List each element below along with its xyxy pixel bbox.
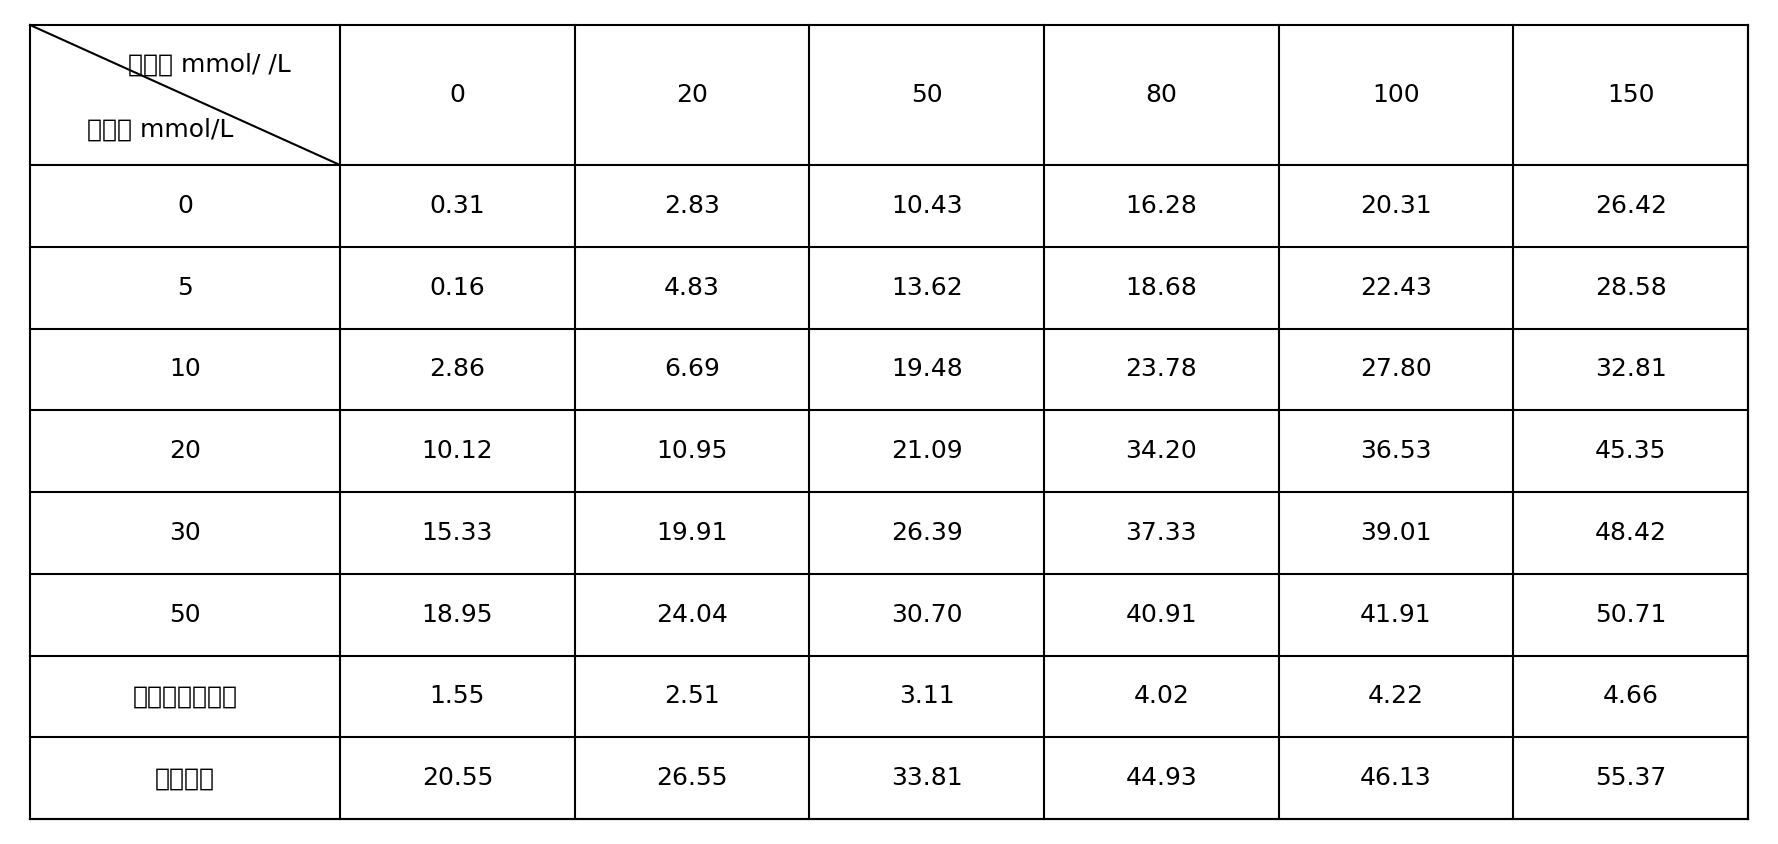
Text: 45.35: 45.35 [1595,439,1666,463]
Text: 24.04: 24.04 [656,603,727,626]
Text: 10.43: 10.43 [891,194,962,218]
Text: 27.80: 27.80 [1360,357,1431,381]
Text: 28.58: 28.58 [1595,276,1666,300]
Text: 蜗馏水淋洗三次: 蜗馏水淋洗三次 [133,684,238,708]
Text: 150: 150 [1607,83,1654,107]
Text: 36.53: 36.53 [1360,439,1431,463]
Text: 26.39: 26.39 [891,521,962,545]
Text: 3.11: 3.11 [900,684,955,708]
Text: 30.70: 30.70 [891,603,962,626]
Text: 10.12: 10.12 [421,439,493,463]
Text: 34.20: 34.20 [1125,439,1197,463]
Text: 23.78: 23.78 [1125,357,1197,381]
Text: 37.33: 37.33 [1125,521,1197,545]
Text: 10: 10 [169,357,201,381]
Text: 2.86: 2.86 [428,357,485,381]
Text: 80: 80 [1145,83,1177,107]
Text: 55.37: 55.37 [1595,766,1666,790]
Text: 0.31: 0.31 [430,194,485,218]
Text: 10.95: 10.95 [656,439,727,463]
Text: 21.09: 21.09 [891,439,962,463]
Text: 4.22: 4.22 [1367,684,1424,708]
Text: 4.83: 4.83 [663,276,720,300]
Text: 氯化铁 mmol/L: 氯化铁 mmol/L [87,118,233,142]
Text: 2.51: 2.51 [665,684,720,708]
Text: 100: 100 [1373,83,1421,107]
Text: 20.31: 20.31 [1360,194,1431,218]
Text: 50: 50 [169,603,201,626]
Text: 18.95: 18.95 [421,603,493,626]
Text: 33.81: 33.81 [891,766,962,790]
Text: 40.91: 40.91 [1125,603,1197,626]
Text: 30: 30 [169,521,201,545]
Text: 15.33: 15.33 [421,521,493,545]
Text: 44.93: 44.93 [1125,766,1197,790]
Text: 48.42: 48.42 [1595,521,1666,545]
Text: 20: 20 [676,83,708,107]
Text: 总去除率: 总去除率 [155,766,215,790]
Text: 46.13: 46.13 [1360,766,1431,790]
Text: 39.01: 39.01 [1360,521,1431,545]
Text: 16.28: 16.28 [1125,194,1197,218]
Text: 50.71: 50.71 [1595,603,1666,626]
Text: 19.91: 19.91 [656,521,727,545]
Text: 19.48: 19.48 [891,357,962,381]
Text: 13.62: 13.62 [891,276,962,300]
Text: 20: 20 [169,439,201,463]
Text: 2.83: 2.83 [663,194,720,218]
Text: 1.55: 1.55 [430,684,485,708]
Text: 26.42: 26.42 [1595,194,1666,218]
Text: 4.66: 4.66 [1602,684,1659,708]
Text: 5: 5 [178,276,192,300]
Text: 18.68: 18.68 [1125,276,1197,300]
Text: 0: 0 [178,194,194,218]
Text: 0.16: 0.16 [430,276,485,300]
Text: 32.81: 32.81 [1595,357,1666,381]
Text: 4.02: 4.02 [1133,684,1189,708]
Text: 柠橬酸 mmol/ /L: 柠橬酸 mmol/ /L [128,52,292,76]
Text: 41.91: 41.91 [1360,603,1431,626]
Text: 0: 0 [450,83,466,107]
Text: 26.55: 26.55 [656,766,727,790]
Text: 6.69: 6.69 [663,357,720,381]
Text: 20.55: 20.55 [421,766,493,790]
Text: 22.43: 22.43 [1360,276,1431,300]
Text: 50: 50 [910,83,942,107]
